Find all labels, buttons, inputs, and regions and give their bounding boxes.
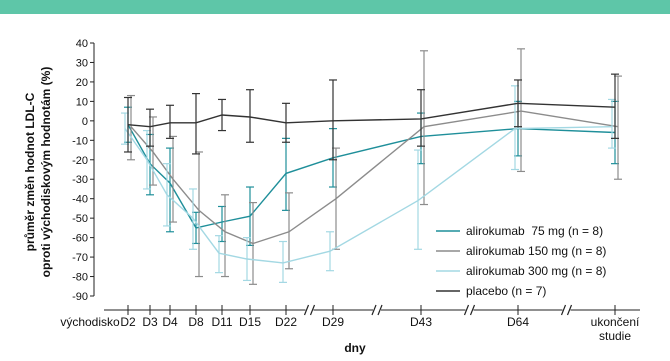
y-tick-label: 40	[76, 38, 88, 50]
axis-break-slash	[560, 304, 567, 316]
y-tick-label: -60	[72, 233, 88, 245]
y-tick-label: -70	[72, 252, 88, 264]
error-bar	[192, 92, 200, 155]
axis-break-gap	[373, 304, 381, 316]
error-bar	[246, 89, 254, 143]
x-tick-label: D29	[322, 315, 344, 329]
error-bar	[611, 73, 619, 139]
y-tick-label: 10	[76, 96, 88, 108]
y-tick-label: 0	[82, 116, 88, 128]
axes: 40 30 20 10 0 -10 -20 -30 -40 -50 -60 -70 -80 -90 vých…	[60, 38, 640, 343]
top-accent-bar	[0, 0, 670, 14]
legend-item: alirokumab 300 mg (n = 8)	[436, 264, 606, 278]
error-bar	[329, 79, 337, 161]
axis-break-gap	[562, 304, 571, 316]
axis-break-marker	[463, 304, 476, 316]
y-tick-label: -90	[72, 291, 88, 303]
axis-break-slash	[377, 304, 383, 316]
axis-break-slash	[371, 304, 377, 316]
legend-item: alirokumab 150 mg (n = 8)	[436, 244, 606, 258]
y-tick-label: -40	[72, 194, 88, 206]
legend-item: placebo (n = 7)	[436, 284, 546, 298]
error-bar	[282, 102, 290, 143]
x-tick-label: D22	[275, 315, 297, 329]
x-tick-label: D8	[188, 315, 204, 329]
x-tick-label: D2	[120, 315, 136, 329]
series-3	[121, 85, 616, 283]
x-tick-label: D15	[239, 315, 261, 329]
error-bar	[218, 98, 226, 132]
legend-label: alirokumab 75 mg (n = 8)	[466, 224, 603, 238]
axis-break-gap	[465, 304, 474, 316]
series-layer	[121, 48, 622, 285]
error-bar	[414, 149, 422, 250]
legend-label: alirokumab 150 mg (n = 8)	[466, 244, 606, 258]
legend-item: alirokumab 75 mg (n = 8)	[436, 224, 603, 238]
y-axis-title-line-2: oproti východiskovým hodnotám (%)	[39, 67, 53, 278]
x-tick-label: D4	[162, 315, 178, 329]
x-tick-label: D11	[211, 315, 232, 329]
error-bar	[285, 192, 293, 270]
y-tick-label: -80	[72, 272, 88, 284]
axis-break-slash	[469, 304, 476, 316]
y-tick-label: -20	[72, 155, 88, 167]
legend-label: alirokumab 300 mg (n = 8)	[466, 264, 606, 278]
error-bar	[249, 201, 257, 285]
error-bar	[215, 235, 223, 274]
error-bar	[124, 96, 132, 153]
error-bar	[166, 104, 174, 139]
axis-break-marker	[560, 304, 573, 316]
legend-label: placebo (n = 7)	[466, 284, 546, 298]
x-tick-label: ukončení	[591, 315, 640, 329]
error-bar	[279, 240, 287, 283]
axis-break-gap	[305, 304, 314, 316]
y-axis-title: průměr změn hodnot LDL-C oproti východis…	[23, 67, 53, 278]
error-bar	[127, 94, 135, 161]
axis-break-slash	[309, 304, 316, 316]
axis-break-slash	[463, 304, 470, 316]
error-bar	[243, 237, 251, 282]
legend: alirokumab 75 mg (n = 8) alirokumab 150 m…	[436, 224, 606, 298]
axis-break-slash	[303, 304, 310, 316]
series-2	[127, 48, 622, 285]
series-4	[124, 73, 619, 161]
y-tick-label: 20	[76, 77, 88, 89]
error-bar	[189, 188, 197, 250]
y-tick-label: -30	[72, 174, 88, 186]
error-bar	[221, 194, 229, 278]
x-tick-label: D3	[142, 315, 158, 329]
y-tick-label: 30	[76, 57, 88, 69]
y-axis-title-line-1: průměr změn hodnot LDL-C	[23, 92, 37, 251]
y-tick-label: -50	[72, 213, 88, 225]
x-tick-label: D43	[410, 315, 432, 329]
error-bar	[163, 163, 171, 227]
x-tick-label: studie	[599, 329, 631, 343]
error-bar	[517, 48, 525, 173]
error-bar	[326, 231, 334, 272]
axis-break-marker	[303, 304, 316, 316]
axis-break-marker	[371, 304, 383, 316]
y-tick-label: -10	[72, 135, 88, 147]
x-tick-label: D64	[507, 315, 529, 329]
error-bar	[514, 79, 522, 128]
x-axis-title: dny	[344, 341, 366, 355]
series-line	[124, 126, 613, 264]
error-bar	[420, 50, 428, 206]
error-bar	[417, 89, 425, 147]
x-tick-label: východisko	[60, 315, 120, 329]
error-bar	[146, 108, 154, 147]
axis-break-slash	[566, 304, 573, 316]
